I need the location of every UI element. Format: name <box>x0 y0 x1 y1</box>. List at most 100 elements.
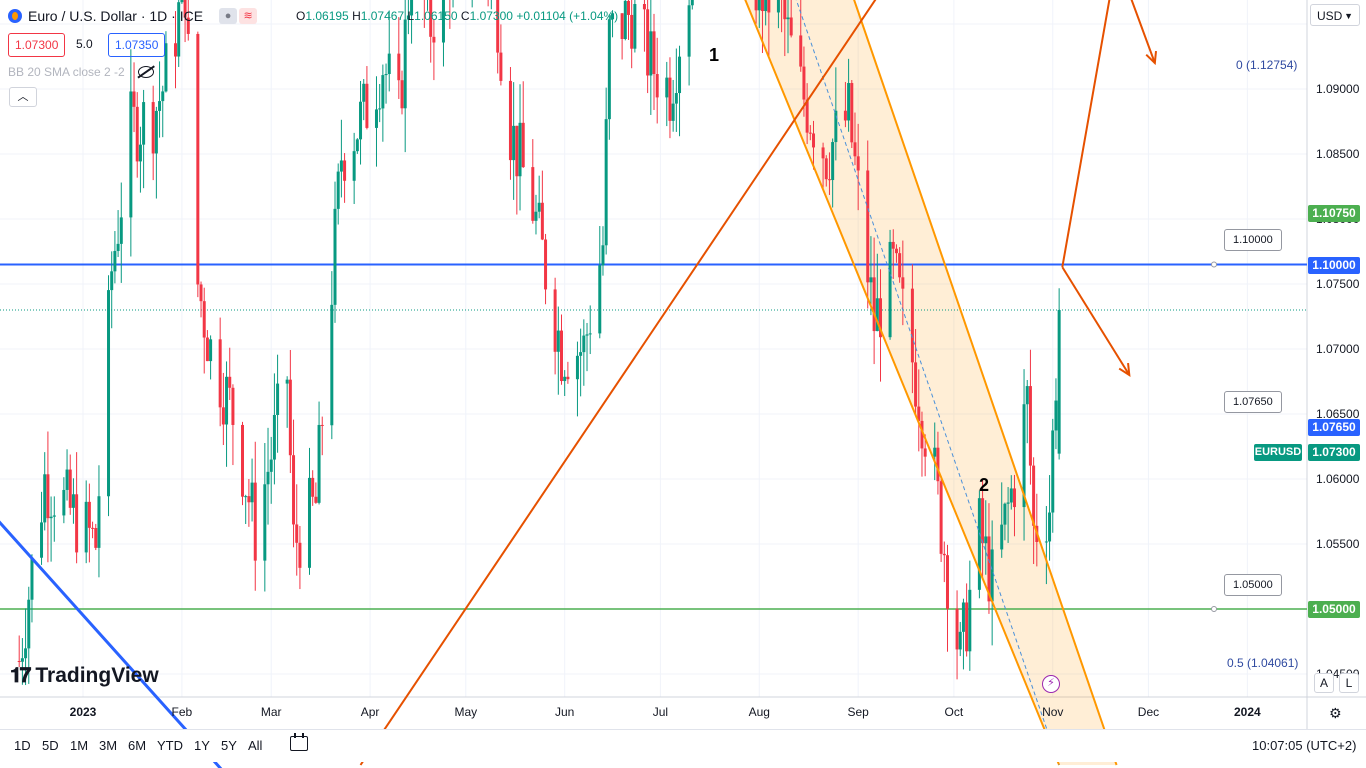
price-tick-label: 1.09000 <box>1316 82 1360 96</box>
candle-body <box>665 77 669 98</box>
candle-body <box>231 387 235 425</box>
fib-label-bottom: 0.5 (1.04061) <box>1227 656 1299 670</box>
candle-body <box>1003 503 1007 525</box>
candle-body <box>920 420 924 449</box>
eye-hidden-icon[interactable] <box>138 66 154 78</box>
sell-button[interactable]: 1.07300 <box>8 33 66 57</box>
projection-down-path-arrowhead <box>1118 362 1131 377</box>
clock-readout[interactable]: 10:07:05 (UTC+2) <box>1252 738 1357 753</box>
candle-body <box>531 167 535 221</box>
projection-up-path <box>1061 0 1156 268</box>
range-1y[interactable]: 1Y <box>194 738 210 753</box>
candle-body <box>87 501 91 528</box>
candle-body <box>17 661 21 662</box>
candle-body <box>154 110 158 154</box>
candle-body <box>151 102 155 154</box>
candle-body <box>381 75 385 109</box>
candle-body <box>917 406 921 421</box>
candle-body <box>987 536 991 602</box>
callout-1-05000[interactable]: 1.05000 <box>1224 574 1282 596</box>
symbol-tag: EURUSD <box>1254 444 1302 461</box>
collapse-legend-button[interactable]: ︿ <box>9 87 37 107</box>
candle-body <box>71 494 75 508</box>
price-tick-label: 1.08500 <box>1316 147 1360 161</box>
wave-label-2: 2 <box>979 475 990 495</box>
candle-body <box>760 0 764 12</box>
price-tick-label: 1.06000 <box>1316 472 1360 486</box>
range-1m[interactable]: 1M <box>70 738 89 753</box>
range-all[interactable]: All <box>248 738 263 753</box>
auto-scale-button[interactable]: A <box>1314 673 1334 693</box>
candle-body <box>311 477 315 497</box>
candle-body <box>196 33 200 285</box>
candle-body <box>831 142 835 181</box>
ohlc-readout: O1.06195 H1.07467 L1.06150 C1.07300 +0.0… <box>296 9 619 23</box>
candle-body <box>965 602 969 652</box>
candle-body <box>441 0 445 43</box>
indicator-label[interactable]: BB 20 SMA close 2 -2 <box>8 65 125 79</box>
currency-select[interactable]: USD ▼ <box>1310 4 1360 26</box>
candle-body <box>384 74 388 76</box>
candle-body <box>847 83 851 121</box>
spread-value: 5.0 <box>76 37 93 51</box>
level-tag-1-10000: 1.10000 <box>1308 257 1360 274</box>
candle-body <box>799 35 803 67</box>
candle-body <box>582 335 586 353</box>
candle-body <box>942 553 946 556</box>
candle-body <box>515 125 519 177</box>
callout-1-10000[interactable]: 1.10000 <box>1224 229 1282 251</box>
candle-body <box>116 243 120 252</box>
candle-body <box>623 0 627 40</box>
time-tick-label: Dec <box>1137 705 1160 719</box>
time-tick-label: Jun <box>555 705 575 719</box>
candle-body <box>228 376 232 388</box>
candle-body <box>783 0 787 20</box>
log-scale-button[interactable]: L <box>1339 673 1359 693</box>
candle-body <box>646 9 650 76</box>
market-status[interactable]: ● ≋ <box>219 8 258 24</box>
candle-body <box>75 494 79 553</box>
candle-body <box>626 0 630 15</box>
settings-gear-icon[interactable]: ⚙ <box>1329 705 1342 721</box>
candle-body <box>678 56 682 94</box>
candle-body <box>317 424 321 503</box>
candle-body <box>898 253 902 278</box>
candle-body <box>209 339 213 362</box>
candle-body <box>397 53 401 81</box>
callout-1-07650[interactable]: 1.07650 <box>1224 391 1282 413</box>
candle-body <box>808 132 812 134</box>
channel-midline <box>795 0 1060 766</box>
price-tick-label: 1.05500 <box>1316 537 1360 551</box>
level-tag-1-10750: 1.10750 <box>1308 205 1360 222</box>
time-tick-label: 2024 <box>1233 705 1261 719</box>
candle-body <box>824 158 828 180</box>
candle-body <box>241 424 244 497</box>
candle-body <box>968 589 972 652</box>
candle-body <box>20 658 24 662</box>
range-3m[interactable]: 3M <box>99 738 118 753</box>
time-tick-label: Jul <box>652 705 669 719</box>
candle-body <box>336 171 340 209</box>
candle-body <box>250 482 254 503</box>
range-5y[interactable]: 5Y <box>221 738 237 753</box>
callout-anchor <box>1211 261 1217 268</box>
buy-button[interactable]: 1.07350 <box>108 33 166 57</box>
calendar-icon[interactable] <box>290 733 308 751</box>
ohlc-close: 1.07300 <box>469 9 513 23</box>
candle-body <box>429 0 433 37</box>
candle-body <box>339 160 343 172</box>
candle-body <box>601 245 605 266</box>
symbol-title[interactable]: Euro / U.S. Dollar · 1D · ICE ● ≋ <box>8 8 258 24</box>
range-ytd[interactable]: YTD <box>157 738 183 753</box>
candle-body <box>888 241 892 338</box>
candle-body <box>869 277 873 283</box>
range-6m[interactable]: 6M <box>128 738 147 753</box>
range-1d[interactable]: 1D <box>14 738 31 753</box>
lightning-icon[interactable]: ⚡ <box>1042 675 1060 693</box>
channel-lower <box>744 0 1061 766</box>
candle-body <box>40 522 44 558</box>
candle-body <box>62 489 66 516</box>
candle-body <box>894 248 898 254</box>
range-5d[interactable]: 5D <box>42 738 59 753</box>
